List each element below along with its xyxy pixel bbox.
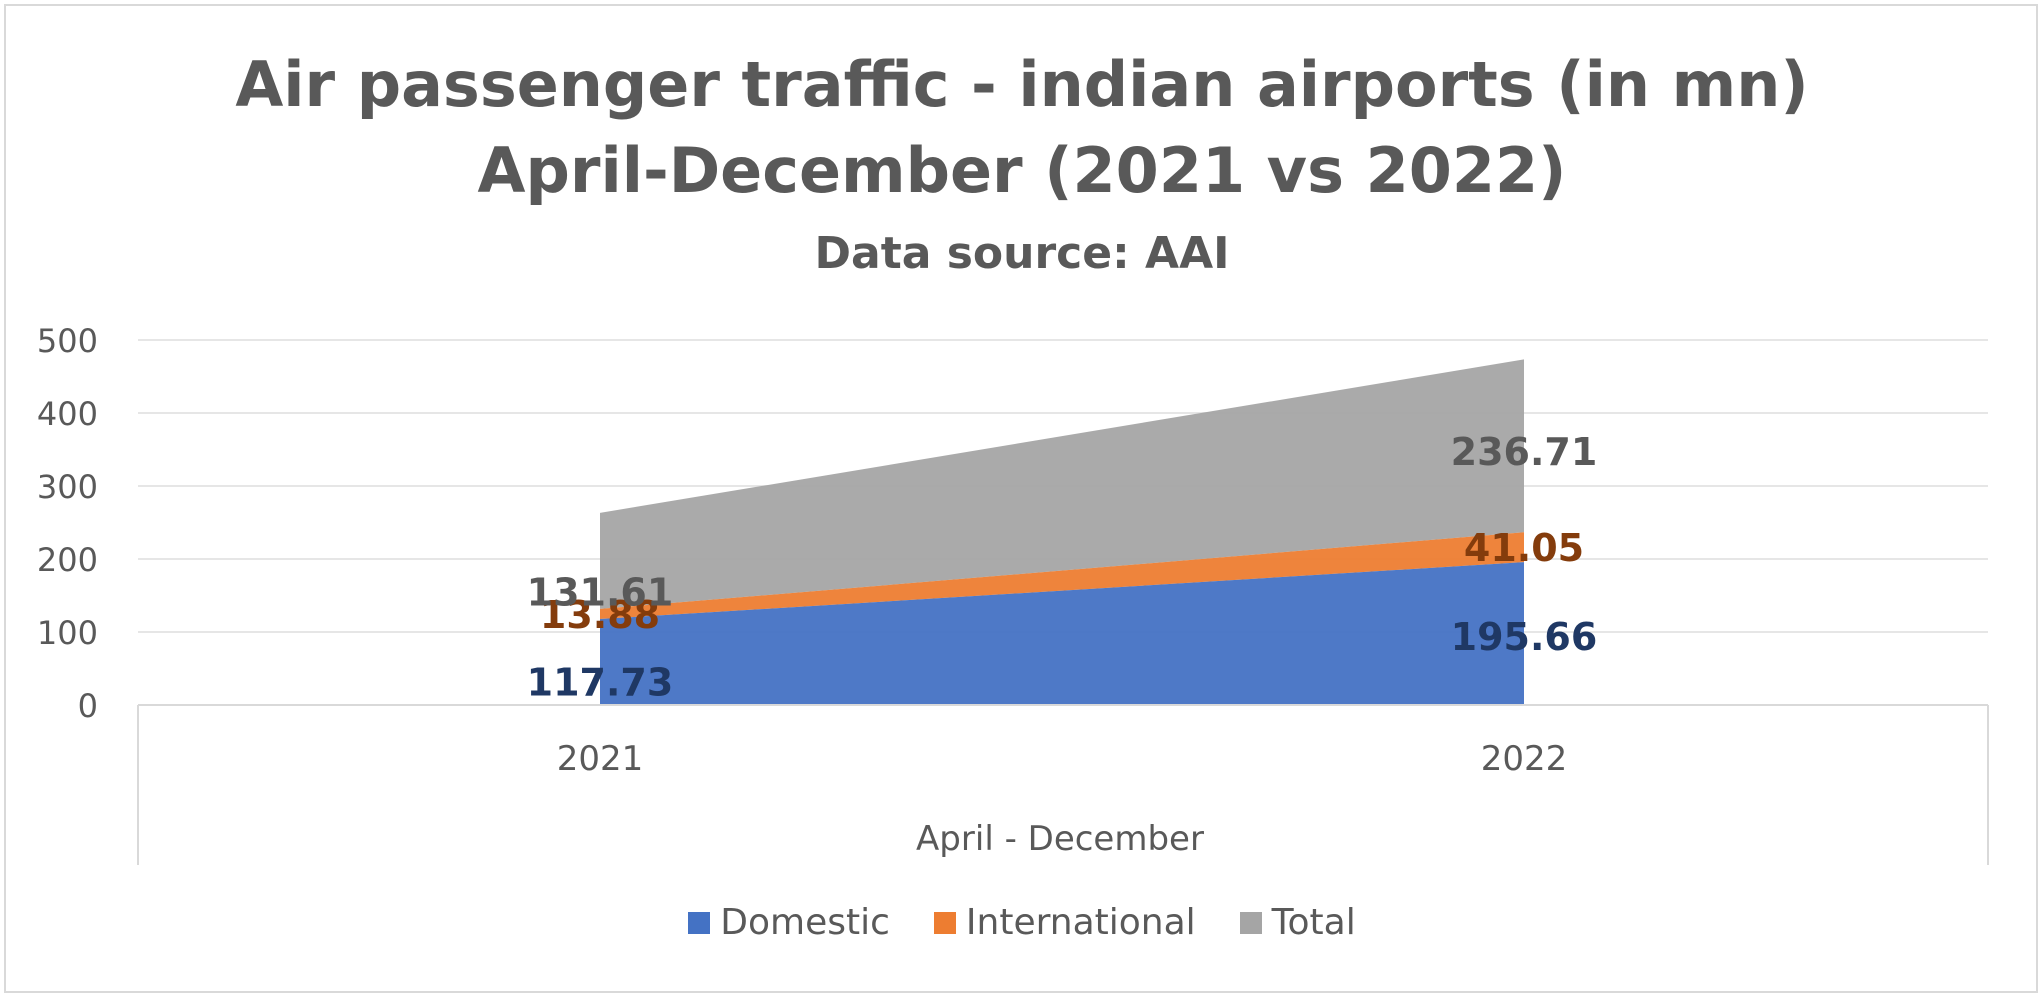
legend-swatch (1239, 911, 1262, 934)
legend-item-domestic: Domestic (688, 902, 890, 943)
legend-item-total: Total (1239, 902, 1356, 943)
x-axis-title: April - December (916, 819, 1204, 859)
y-tick-label: 0 (78, 687, 98, 725)
y-tick-label: 100 (37, 614, 98, 652)
area-domestic (600, 562, 1524, 705)
area-total (600, 359, 1524, 609)
legend-swatch (688, 911, 711, 934)
chart-subtitle: April-December (2021 vs 2022) (477, 134, 1567, 207)
legend-item-international: International (933, 902, 1196, 943)
y-tick-label: 200 (37, 541, 98, 579)
data-label-international: 13.88 (540, 593, 660, 637)
data-label-domestic: 117.73 (527, 661, 674, 705)
legend-label: International (965, 902, 1196, 943)
y-tick-label: 400 (37, 395, 98, 433)
legend: Domestic International Total (0, 902, 2044, 943)
data-label-total: 236.71 (1451, 430, 1598, 474)
legend-label: Total (1271, 902, 1356, 943)
area-international (600, 532, 1524, 620)
y-tick-label: 500 (37, 322, 98, 360)
data-label-domestic: 195.66 (1451, 615, 1598, 659)
legend-swatch (933, 911, 956, 934)
data-label-total: 131.61 (527, 571, 674, 615)
legend-label: Domestic (720, 902, 890, 943)
chart-title: Air passenger traffic - indian airports … (235, 48, 1809, 121)
x-tick-label: 2021 (557, 739, 644, 779)
data-label-international: 41.05 (1464, 526, 1584, 570)
y-tick-label: 300 (37, 468, 98, 506)
chart-source: Data source: AAI (814, 228, 1230, 279)
x-tick-label: 2022 (1481, 739, 1568, 779)
